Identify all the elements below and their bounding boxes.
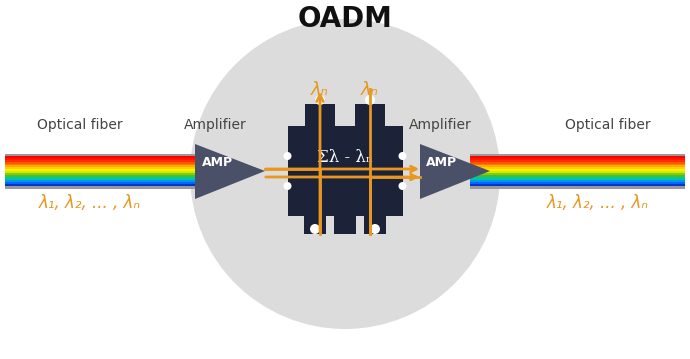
Bar bbox=[5, 158, 210, 160]
Text: AMP: AMP bbox=[426, 157, 457, 169]
Bar bbox=[470, 178, 685, 180]
Bar bbox=[334, 216, 356, 234]
Bar bbox=[470, 156, 685, 158]
Circle shape bbox=[370, 224, 380, 234]
Bar bbox=[5, 175, 210, 177]
Text: OADM: OADM bbox=[297, 5, 393, 33]
Text: λₙ: λₙ bbox=[311, 81, 329, 99]
Text: AMP: AMP bbox=[201, 157, 233, 169]
Bar bbox=[5, 167, 210, 169]
Bar bbox=[470, 184, 685, 186]
Bar bbox=[470, 163, 685, 165]
Bar bbox=[470, 177, 685, 178]
Bar bbox=[470, 186, 685, 188]
Text: Σλ - λₙ: Σλ - λₙ bbox=[317, 149, 373, 165]
Bar bbox=[5, 160, 210, 162]
Circle shape bbox=[284, 152, 291, 160]
Polygon shape bbox=[420, 144, 490, 199]
Text: λ₁, λ₂, ... , λₙ: λ₁, λ₂, ... , λₙ bbox=[547, 194, 649, 212]
Text: Amplifier: Amplifier bbox=[184, 118, 246, 132]
Bar bbox=[5, 171, 210, 173]
Bar bbox=[5, 173, 210, 175]
Bar bbox=[355, 104, 385, 126]
Bar bbox=[288, 126, 402, 216]
Bar bbox=[305, 104, 335, 126]
Circle shape bbox=[310, 224, 320, 234]
Bar bbox=[470, 171, 685, 173]
Circle shape bbox=[190, 19, 500, 329]
Bar bbox=[470, 160, 685, 162]
Bar bbox=[470, 158, 685, 160]
Bar bbox=[5, 182, 210, 184]
Bar bbox=[470, 165, 685, 167]
Bar bbox=[470, 175, 685, 177]
Bar bbox=[5, 169, 210, 171]
Bar bbox=[5, 165, 210, 167]
Circle shape bbox=[315, 95, 325, 105]
Text: Optical fiber: Optical fiber bbox=[37, 118, 123, 132]
Bar bbox=[5, 177, 210, 178]
Bar bbox=[5, 162, 210, 163]
Bar bbox=[5, 180, 210, 182]
Bar bbox=[470, 182, 685, 184]
Bar bbox=[304, 216, 326, 234]
Bar bbox=[470, 167, 685, 169]
Circle shape bbox=[399, 182, 406, 190]
Text: Amplifier: Amplifier bbox=[408, 118, 471, 132]
Bar bbox=[5, 184, 210, 186]
Bar bbox=[5, 156, 210, 158]
Bar bbox=[470, 162, 685, 163]
Text: λₙ: λₙ bbox=[361, 81, 379, 99]
Bar bbox=[5, 154, 210, 156]
Polygon shape bbox=[195, 144, 265, 199]
Text: λ₁, λ₂, ... , λₙ: λ₁, λ₂, ... , λₙ bbox=[39, 194, 141, 212]
Bar bbox=[5, 163, 210, 165]
Circle shape bbox=[365, 95, 375, 105]
Bar bbox=[5, 178, 210, 180]
Circle shape bbox=[284, 182, 291, 190]
Bar bbox=[5, 186, 210, 188]
Circle shape bbox=[399, 152, 406, 160]
Bar bbox=[470, 169, 685, 171]
Text: Optical fiber: Optical fiber bbox=[565, 118, 651, 132]
Bar bbox=[470, 154, 685, 156]
Bar bbox=[364, 216, 386, 234]
Bar bbox=[470, 180, 685, 182]
Bar bbox=[470, 173, 685, 175]
